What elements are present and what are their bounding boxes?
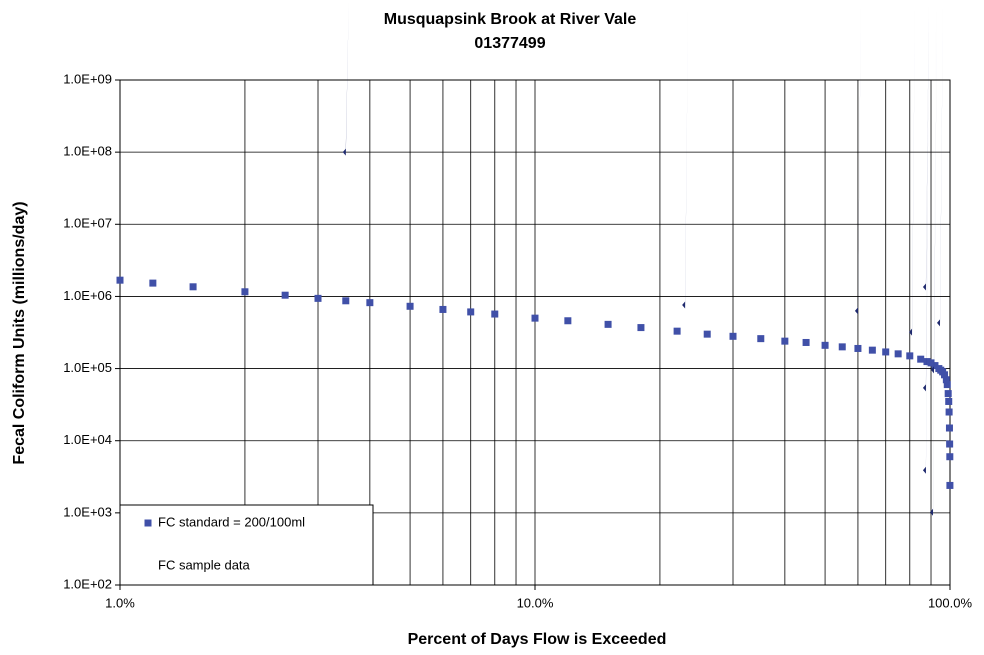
point (942, 376, 950, 384)
point (637, 324, 645, 332)
point (802, 338, 810, 346)
x-tick-label: 100.0% (928, 595, 973, 610)
point (281, 291, 289, 299)
point (604, 320, 612, 328)
point (927, 359, 935, 367)
legend-marker (144, 519, 152, 527)
point (943, 381, 951, 389)
point (703, 330, 711, 338)
point (917, 355, 925, 363)
y-tick-label: 1.0E+04 (63, 432, 112, 447)
point (923, 358, 931, 366)
point (854, 344, 862, 352)
point (945, 397, 953, 405)
legend (119, 504, 374, 586)
chart-title: Musquapsink Brook at River Vale (384, 11, 637, 28)
point (491, 310, 499, 318)
point (564, 317, 572, 325)
point (941, 371, 949, 379)
y-tick-label: 1.0E+03 (63, 504, 112, 519)
point (729, 332, 737, 340)
y-tick-label: 1.0E+07 (63, 216, 112, 231)
legend-label: FC standard = 200/100ml (158, 514, 305, 529)
point (821, 341, 829, 349)
y-tick-label: 1.0E+05 (63, 360, 112, 375)
point (894, 350, 902, 358)
point (931, 362, 939, 370)
point (944, 390, 952, 398)
point (673, 327, 681, 335)
y-tick-label: 1.0E+08 (63, 144, 112, 159)
point (189, 283, 197, 291)
y-tick-label: 1.0E+06 (63, 288, 112, 303)
x-tick-label: 10.0% (517, 595, 554, 610)
y-axis-label: Fecal Coliform Units (millions/day) (11, 201, 28, 464)
point (366, 299, 374, 307)
x-tick-label: 1.0% (105, 595, 135, 610)
point (906, 352, 914, 360)
point (757, 335, 765, 343)
point (406, 302, 414, 310)
point (945, 408, 953, 416)
chart-subtitle: 01377499 (474, 35, 545, 52)
y-tick-label: 1.0E+02 (63, 576, 112, 591)
point (342, 297, 350, 305)
legend-label: FC sample data (158, 557, 251, 572)
y-tick-label: 1.0E+09 (63, 71, 112, 86)
point (116, 276, 124, 284)
point (314, 294, 322, 302)
point (946, 440, 954, 448)
point (531, 314, 539, 322)
point (838, 343, 846, 351)
point (946, 453, 954, 461)
point (781, 337, 789, 345)
x-axis-label: Percent of Days Flow is Exceeded (408, 631, 667, 648)
point (467, 308, 475, 316)
point (946, 481, 954, 489)
point (882, 348, 890, 356)
point (149, 279, 157, 287)
point (945, 424, 953, 432)
point (439, 305, 447, 313)
point (241, 288, 249, 296)
point (868, 346, 876, 354)
